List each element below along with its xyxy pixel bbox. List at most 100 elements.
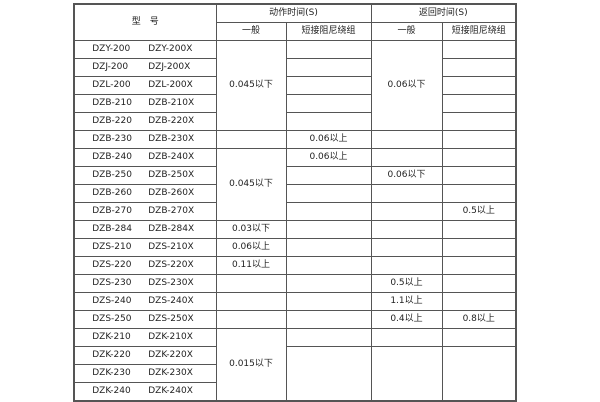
time-cell: [285, 310, 372, 329]
model-name-x: DZB-230X: [148, 134, 195, 144]
time-cell: 0.06以上: [285, 148, 372, 167]
header-return-general: 一般: [370, 22, 443, 41]
model-name-x: DZB-240X: [148, 152, 195, 162]
model-name: DZK-240: [92, 386, 131, 396]
model-name: DZS-250: [92, 314, 132, 324]
model-name: DZK-220: [92, 350, 131, 360]
table-row: DZB-270 DZB-270X 0.5以上: [73, 202, 517, 221]
time-cell: 1.1以上: [370, 292, 443, 311]
time-cell: [441, 238, 517, 257]
table-row: DZK-220 DZK-220X: [73, 346, 517, 402]
header-action-general: 一般: [215, 22, 287, 41]
model-cell: DZB-220 DZB-220X: [73, 112, 217, 131]
time-cell: [370, 220, 443, 239]
time-cell: [441, 292, 517, 311]
model-name: DZB-210: [92, 98, 132, 108]
model-cell: DZS-250 DZS-250X: [73, 310, 217, 329]
table-row: DZK-210 DZK-210X 0.015以下: [73, 328, 517, 402]
relay-timing-table: 型 号 动作时间(S) 返回时间(S) 一般 短接阻尼绕组 一般 短接阻尼绕组 …: [73, 3, 517, 402]
table-row: DZJ-200 DZJ-200X: [73, 58, 517, 77]
time-cell: [285, 76, 372, 95]
model-name: DZB-284: [92, 224, 132, 234]
model-name: DZB-220: [92, 116, 132, 126]
model-name: DZB-270: [92, 206, 132, 216]
time-cell: [441, 76, 517, 95]
model-name: DZL-200: [92, 80, 131, 90]
time-cell: [215, 274, 287, 293]
model-name-x: DZB-210X: [148, 98, 195, 108]
time-cell: [441, 94, 517, 113]
time-cell: [285, 40, 372, 59]
time-cell: [285, 256, 372, 275]
model-name: DZY-200: [92, 44, 131, 54]
table-row: DZS-220 DZS-220X 0.11以上: [73, 256, 517, 275]
model-cell: DZB-210 DZB-210X: [73, 94, 217, 113]
time-cell: 0.4以上: [370, 310, 443, 329]
time-cell: [285, 292, 372, 311]
model-name-x: DZK-230X: [148, 368, 193, 378]
model-cell: DZK-240 DZK-240X: [73, 382, 217, 402]
model-cell: DZB-250 DZB-250X: [73, 166, 217, 185]
time-cell: [441, 220, 517, 239]
model-name: DZS-240: [92, 296, 132, 306]
time-cell: 0.045以下: [215, 148, 287, 221]
time-cell: [441, 328, 517, 347]
model-name-x: DZB-250X: [148, 170, 195, 180]
model-name-x: DZY-200X: [148, 44, 193, 54]
time-cell: [285, 112, 372, 131]
time-cell: 0.06以下: [370, 40, 443, 131]
model-cell: DZJ-200 DZJ-200X: [73, 58, 217, 77]
time-cell: [215, 310, 287, 329]
model-cell: DZK-210 DZK-210X: [73, 328, 217, 347]
time-cell: 0.5以上: [441, 202, 517, 221]
model-name: DZS-220: [92, 260, 132, 270]
model-name: DZS-230: [92, 278, 132, 288]
time-cell: [285, 94, 372, 113]
time-cell: [370, 238, 443, 257]
time-cell: 0.8以上: [441, 310, 517, 329]
time-cell: [285, 202, 372, 221]
model-name: DZB-250: [92, 170, 132, 180]
model-name-x: DZS-220X: [148, 260, 194, 270]
model-name-x: DZB-220X: [148, 116, 195, 126]
time-cell: [370, 202, 443, 221]
time-cell: [285, 58, 372, 77]
model-name-x: DZK-210X: [148, 332, 193, 342]
time-cell: [215, 292, 287, 311]
model-name: DZB-240: [92, 152, 132, 162]
model-name: DZB-260: [92, 188, 132, 198]
time-cell: [285, 166, 372, 185]
model-cell: DZB-270 DZB-270X: [73, 202, 217, 221]
time-cell: [370, 184, 443, 203]
time-cell: [441, 166, 517, 185]
time-cell: [441, 274, 517, 293]
table-row: DZB-210 DZB-210X: [73, 94, 517, 113]
model-cell: DZB-230 DZB-230X: [73, 130, 217, 149]
model-name: DZK-230: [92, 368, 131, 378]
model-cell: DZL-200 DZL-200X: [73, 76, 217, 95]
model-cell: DZY-200 DZY-200X: [73, 40, 217, 59]
header-action-short-winding: 短接阻尼绕组: [285, 22, 372, 41]
time-cell: [441, 346, 517, 402]
time-cell: 0.06以上: [285, 130, 372, 149]
table-row: DZY-200 DZY-200X 0.045以下 0.06以下: [73, 40, 517, 131]
time-cell: [215, 130, 287, 149]
time-cell: 0.11以上: [215, 256, 287, 275]
model-cell: DZS-230 DZS-230X: [73, 274, 217, 293]
model-cell: DZS-240 DZS-240X: [73, 292, 217, 311]
time-cell: [370, 256, 443, 275]
time-cell: [285, 184, 372, 203]
time-cell: [441, 40, 517, 59]
time-cell: 0.06以下: [370, 166, 443, 185]
model-cell: DZB-284 DZB-284X: [73, 220, 217, 239]
table-row: DZS-250 DZS-250X 0.4以上 0.8以上: [73, 310, 517, 329]
time-cell: 0.03以下: [215, 220, 287, 239]
time-cell: [441, 112, 517, 131]
header-return-short-winding: 短接阻尼绕组: [441, 22, 517, 41]
table-row: DZK-230 DZK-230X: [73, 364, 516, 383]
model-name-x: DZK-220X: [148, 350, 193, 360]
table-body: DZY-200 DZY-200X 0.045以下 0.06以下 DZJ-200 DZJ-2…: [73, 40, 517, 402]
time-cell: [441, 130, 517, 149]
model-name-x: DZS-210X: [148, 242, 194, 252]
model-name-x: DZB-270X: [148, 206, 195, 216]
